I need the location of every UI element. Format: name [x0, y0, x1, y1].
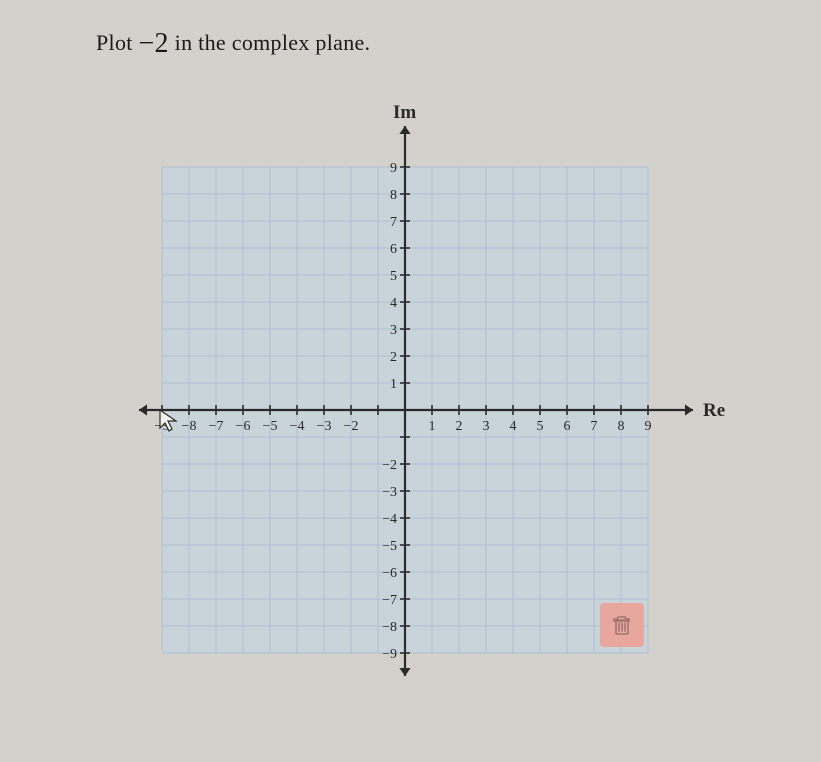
tick-label: 9	[645, 419, 652, 434]
tick-label: 1	[429, 419, 436, 434]
tick-label: 6	[564, 419, 571, 434]
tick-label: 3	[483, 419, 490, 434]
delete-button[interactable]	[600, 603, 644, 647]
tick-label: 7	[390, 215, 397, 230]
tick-label: 8	[390, 188, 397, 203]
tick-label: −4	[290, 419, 305, 434]
tick-label: −3	[382, 485, 397, 500]
tick-label: 1	[390, 377, 397, 392]
prompt-value: −2	[138, 28, 168, 59]
tick-label: −4	[382, 512, 397, 527]
tick-label: 2	[390, 350, 397, 365]
tick-label: −9	[382, 647, 397, 662]
prompt-prefix: Plot	[96, 30, 138, 55]
tick-label: 3	[390, 323, 397, 338]
tick-label: 6	[390, 242, 397, 257]
tick-label: 2	[456, 419, 463, 434]
tick-label: 5	[390, 269, 397, 284]
tick-label: −9	[155, 419, 170, 434]
tick-label: −8	[382, 620, 397, 635]
trash-icon	[610, 613, 634, 637]
tick-label: 8	[618, 419, 625, 434]
tick-label: −8	[182, 419, 197, 434]
tick-label: 5	[537, 419, 544, 434]
question-prompt: Plot −2 in the complex plane.	[96, 28, 370, 60]
prompt-suffix: in the complex plane.	[169, 30, 371, 55]
tick-label: 9	[390, 161, 397, 176]
tick-label: −2	[344, 419, 359, 434]
tick-label: −6	[236, 419, 251, 434]
tick-label: −3	[317, 419, 332, 434]
tick-label: −5	[382, 539, 397, 554]
tick-label: −5	[263, 419, 278, 434]
tick-label: 4	[510, 419, 517, 434]
tick-label: −6	[382, 566, 397, 581]
y-axis-label: Im	[393, 102, 416, 124]
x-axis-label: Re	[703, 400, 725, 422]
complex-plane-chart[interactable]: 1 2 3 4 5 6 7 8 9 −2 −3 −4 −5 −6 −7 −8 −9 1 2 3 4 5 6 7 8 9 −2 −3 −4…	[95, 120, 735, 700]
tick-label: 7	[591, 419, 598, 434]
tick-label: −2	[382, 458, 397, 473]
tick-label: −7	[209, 419, 224, 434]
tick-label: −7	[382, 593, 397, 608]
tick-label: 4	[390, 296, 397, 311]
